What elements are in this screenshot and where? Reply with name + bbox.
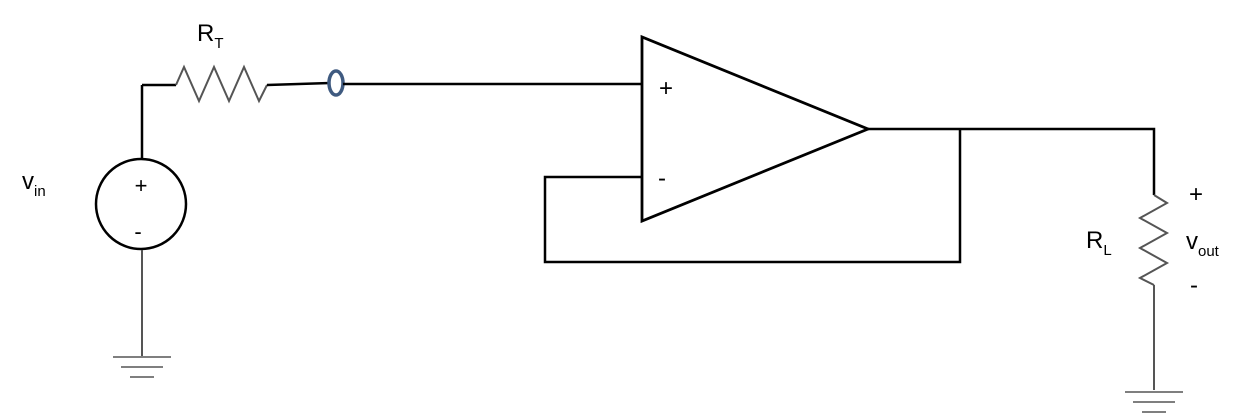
- voltage-source: [94, 157, 188, 251]
- output-wire: [868, 127, 1156, 195]
- feedback-wire: [543, 129, 962, 264]
- opamp-triangle: [640, 34, 872, 224]
- vin-label: vin: [22, 168, 46, 200]
- rt-label: RT: [197, 20, 224, 52]
- input-terminal: [327, 69, 345, 97]
- rt-right-wire: [266, 81, 331, 87]
- vout-plus-sign: +: [1189, 181, 1203, 208]
- opamp-minus-input: -: [658, 165, 666, 192]
- rl-label: RL: [1086, 227, 1112, 259]
- load-ground-symbol: [1125, 391, 1183, 413]
- rl-resistor: [1137, 194, 1170, 286]
- vout-label: vout: [1186, 228, 1220, 260]
- source-ground-symbol: [113, 356, 171, 378]
- vout-minus-sign: -: [1190, 272, 1198, 299]
- rt-resistor: [175, 64, 268, 104]
- source-plus-sign: +: [135, 173, 148, 198]
- source-minus-sign: -: [134, 219, 141, 244]
- opamp-plus-input: +: [659, 75, 673, 102]
